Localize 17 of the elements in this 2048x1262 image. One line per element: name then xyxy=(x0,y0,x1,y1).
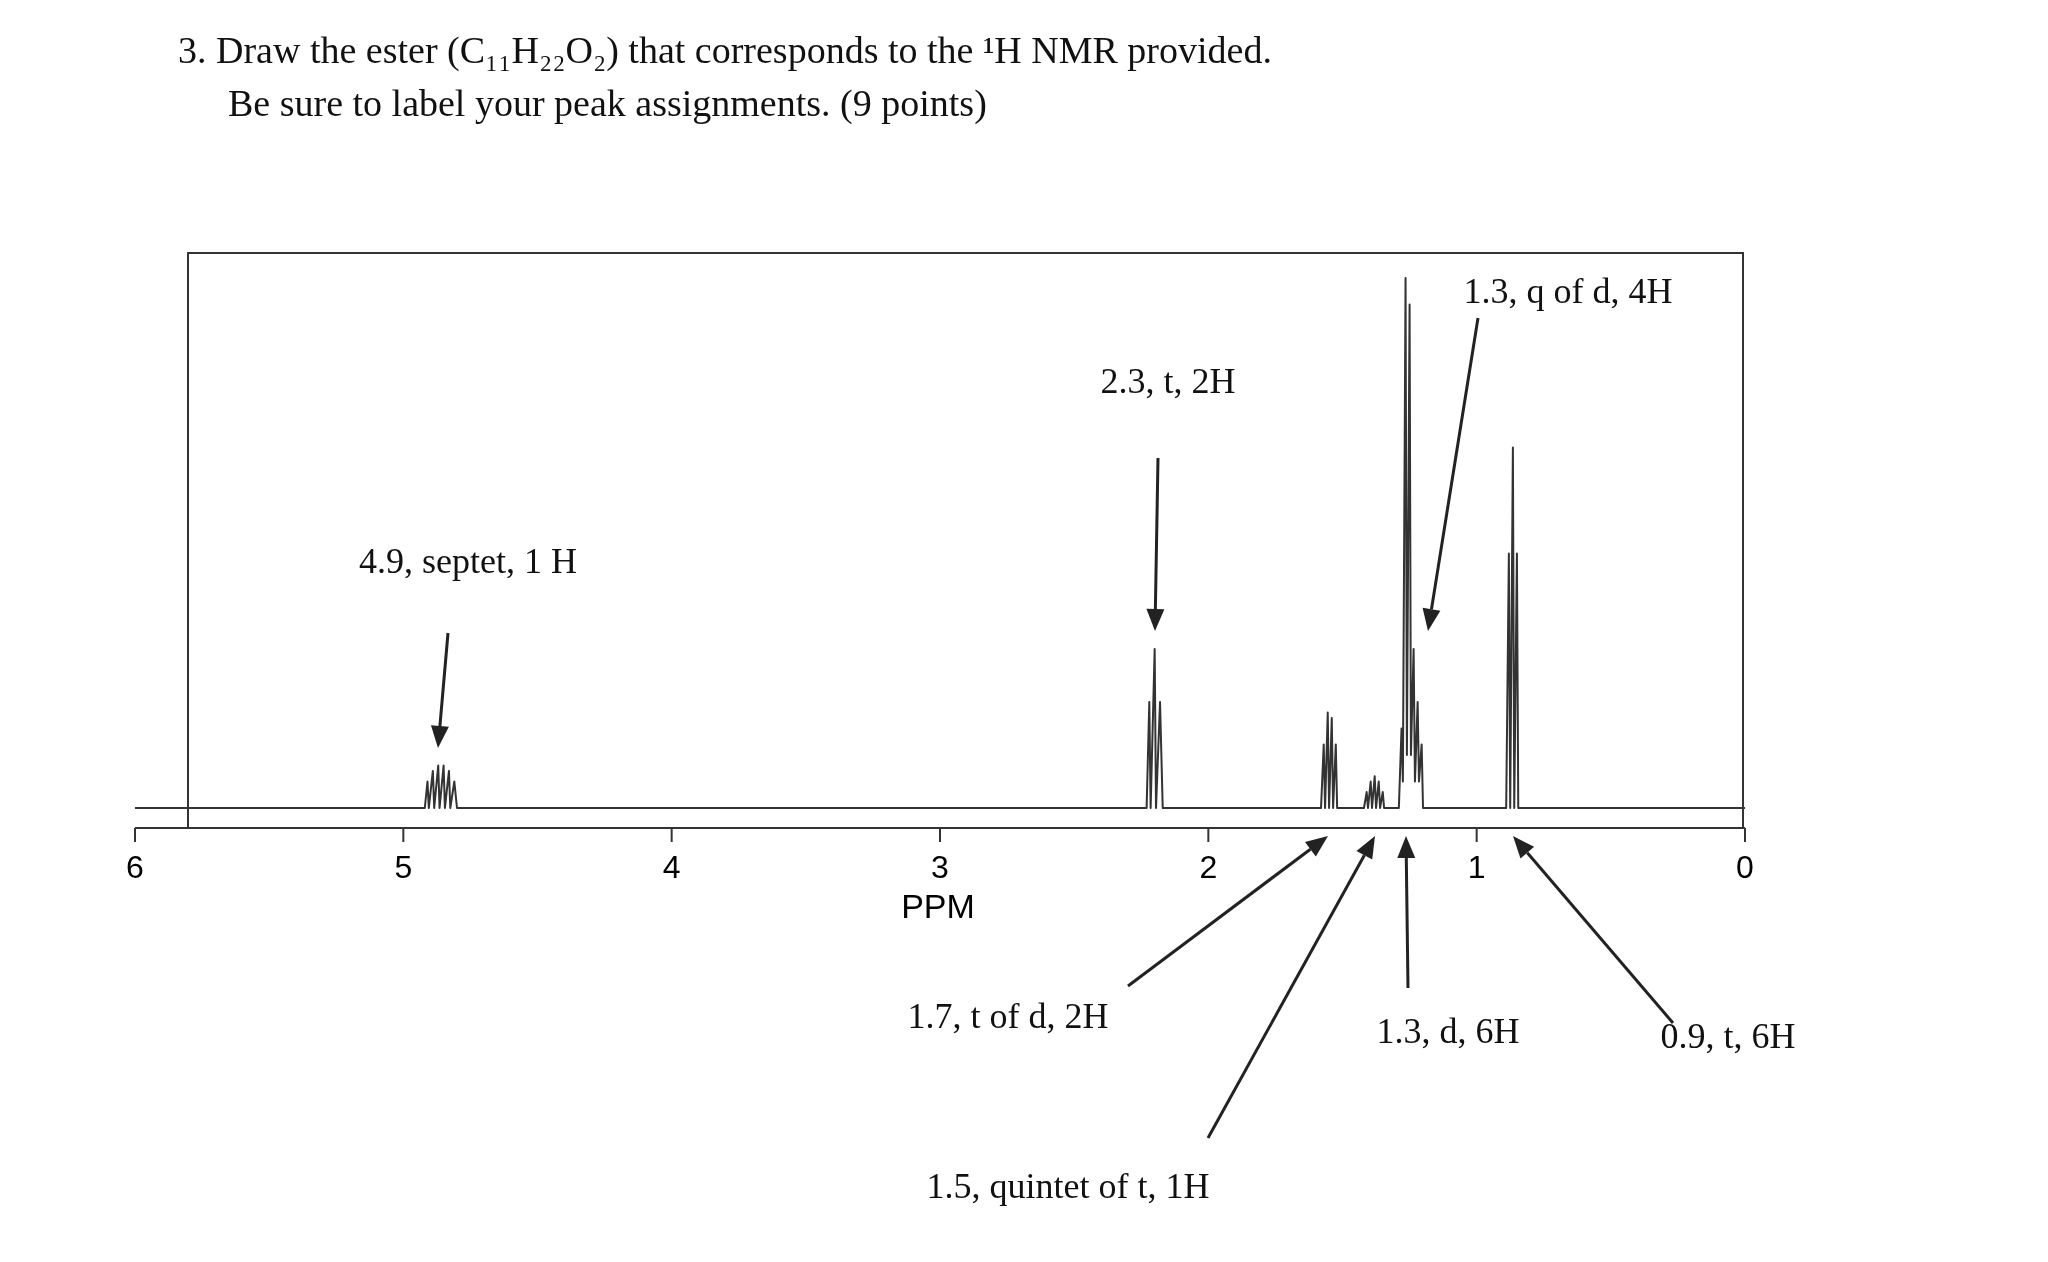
x-tick-label: 2 xyxy=(1199,849,1218,885)
x-tick-label: 0 xyxy=(1736,849,1754,885)
chart-subtitle: Be sure to label your peak assignments. (9 points) xyxy=(228,82,987,125)
x-tick-label: 4 xyxy=(662,849,681,885)
annotation: 1.3, q of d, 4H xyxy=(1463,271,1673,311)
x-tick-label: 1 xyxy=(1467,849,1486,885)
text: 0.9, t, 6H xyxy=(1660,1016,1796,1056)
text: 1.5, quintet of t, 1H xyxy=(926,1166,1210,1206)
chart-title: 3. Draw the ester (C₁₁H₂₂O₂) that corresponds to the ¹H NMR provided. xyxy=(178,29,1272,72)
x-tick-label: 5 xyxy=(394,849,413,885)
x-axis-title: PPM xyxy=(901,887,975,925)
annotation: 2.3, t, 2H xyxy=(1100,361,1236,401)
text: 1.7, t of d, 2H xyxy=(907,996,1109,1036)
annotation: 4.9, septet, 1 H xyxy=(359,541,577,581)
text: 1.3, d, 6H xyxy=(1376,1011,1520,1051)
x-tick-label: 3 xyxy=(931,849,949,885)
x-tick-label: 6 xyxy=(126,849,144,885)
